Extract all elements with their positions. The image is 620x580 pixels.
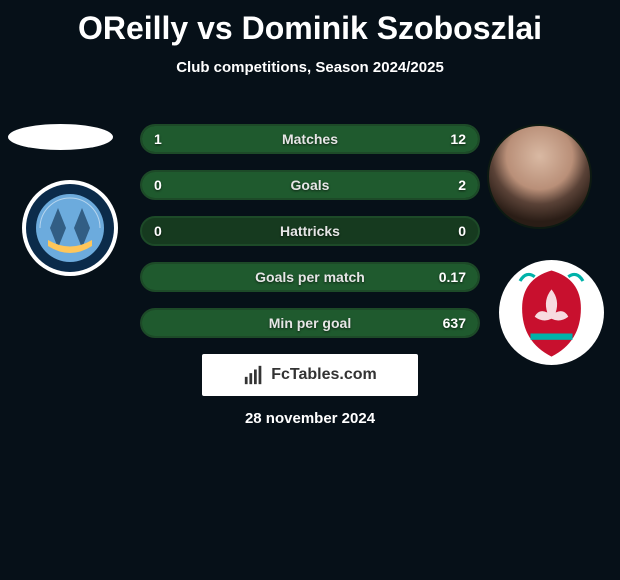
stat-row: Min per goal637 bbox=[140, 308, 480, 338]
source-label: FcTables.com bbox=[271, 366, 377, 384]
player-left-crest-icon bbox=[20, 178, 120, 278]
stat-value-right: 0 bbox=[458, 218, 466, 244]
stat-value-right: 2 bbox=[458, 172, 466, 198]
player-right-crest-icon bbox=[499, 260, 604, 365]
stat-value-right: 0.17 bbox=[439, 264, 466, 290]
snapshot-date: 28 november 2024 bbox=[0, 410, 620, 427]
page-subtitle: Club competitions, Season 2024/2025 bbox=[0, 59, 620, 76]
page-title: OReilly vs Dominik Szoboszlai bbox=[0, 0, 620, 47]
stat-label: Matches bbox=[142, 126, 478, 152]
stat-row: Goals per match0.17 bbox=[140, 262, 480, 292]
stat-row: 0Goals2 bbox=[140, 170, 480, 200]
stat-value-right: 637 bbox=[443, 310, 466, 336]
chart-bars-icon bbox=[243, 364, 265, 386]
source-badge: FcTables.com bbox=[202, 354, 418, 396]
stats-comparison: 1Matches120Goals20Hattricks0Goals per ma… bbox=[140, 124, 480, 354]
player-left-photo bbox=[8, 124, 113, 150]
stat-row: 0Hattricks0 bbox=[140, 216, 480, 246]
player-right-photo bbox=[487, 124, 592, 229]
stat-label: Min per goal bbox=[142, 310, 478, 336]
stat-label: Goals per match bbox=[142, 264, 478, 290]
stat-row: 1Matches12 bbox=[140, 124, 480, 154]
stat-label: Goals bbox=[142, 172, 478, 198]
stat-value-right: 12 bbox=[450, 126, 466, 152]
stat-label: Hattricks bbox=[142, 218, 478, 244]
